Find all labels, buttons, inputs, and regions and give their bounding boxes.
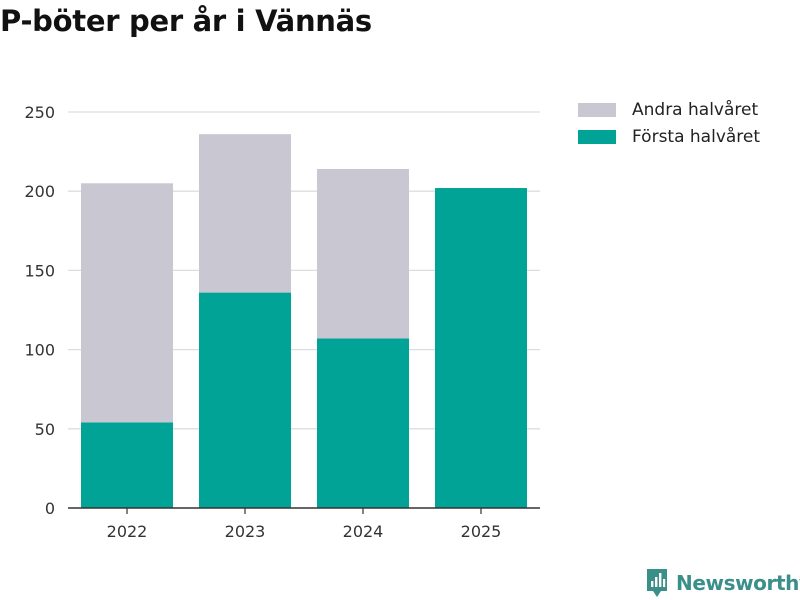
bar-2023-andra-halv-ret bbox=[199, 134, 291, 293]
bar-2022-f-rsta-halv-ret bbox=[81, 422, 173, 508]
chart-title: P-böter per år i Vännäs bbox=[0, 4, 372, 38]
legend-label-forsta-halvaret: Första halvåret bbox=[632, 126, 761, 147]
axes: 0 50 100 150 200 250 2022 2023 2024 2025 bbox=[24, 103, 540, 541]
bar-2024-f-rsta-halv-ret bbox=[317, 338, 409, 508]
x-tick-label-2025: 2025 bbox=[461, 522, 502, 541]
legend-item-forsta-halvaret: Första halvåret bbox=[578, 123, 760, 150]
y-tick-label-200: 200 bbox=[24, 182, 55, 201]
legend-label-andra-halvaret: Andra halvåret bbox=[632, 99, 759, 120]
bar-2024-andra-halv-ret bbox=[317, 169, 409, 339]
x-tick-label-2022: 2022 bbox=[107, 522, 148, 541]
y-tick-label-50: 50 bbox=[35, 420, 55, 439]
x-tick-label-2023: 2023 bbox=[225, 522, 266, 541]
legend-swatch-andra-halvaret bbox=[578, 102, 616, 117]
x-tick-label-2024: 2024 bbox=[343, 522, 384, 541]
y-tick-label-150: 150 bbox=[24, 261, 55, 280]
y-tick-label-100: 100 bbox=[24, 341, 55, 360]
y-tick-label-250: 250 bbox=[24, 103, 55, 122]
bar-2025-f-rsta-halv-ret bbox=[435, 188, 527, 509]
bar-2022-andra-halv-ret bbox=[81, 183, 173, 423]
newsworthy-logo: Newsworthy bbox=[645, 568, 800, 598]
legend-item-andra-halvaret: Andra halvåret bbox=[578, 96, 760, 123]
newsworthy-logo-icon bbox=[647, 569, 667, 597]
bar-2023-f-rsta-halv-ret bbox=[199, 292, 291, 508]
y-tick-label-0: 0 bbox=[45, 499, 55, 518]
bars bbox=[81, 134, 527, 509]
legend-swatch-forsta-halvaret bbox=[578, 129, 616, 144]
brand-name: Newsworthy bbox=[676, 571, 800, 595]
legend: Andra halvåret Första halvåret bbox=[578, 96, 760, 150]
